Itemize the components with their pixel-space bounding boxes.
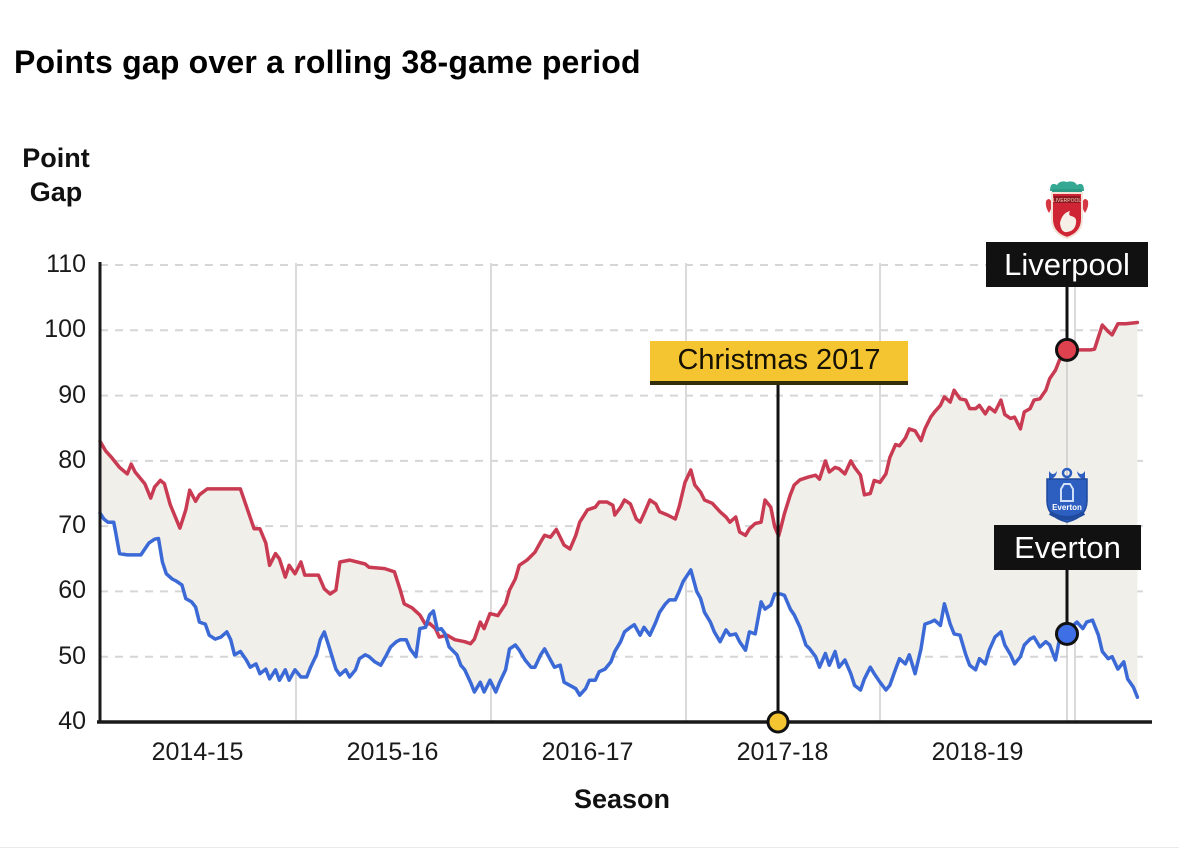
x-tick-label: 2017-18 bbox=[736, 738, 829, 766]
y-axis-label: Point Gap bbox=[12, 142, 100, 210]
y-tick-label: 80 bbox=[58, 445, 86, 474]
christmas-marker-dot bbox=[766, 710, 790, 734]
y-tick-label: 70 bbox=[58, 511, 86, 540]
x-tick-label: 2015-16 bbox=[346, 738, 439, 766]
x-tick-label: 2014-15 bbox=[151, 738, 244, 766]
liverpool-marker-dot bbox=[1055, 337, 1080, 362]
svg-text:LIVERPOOL: LIVERPOOL bbox=[1053, 198, 1082, 204]
y-axis-label-line1: Point bbox=[22, 143, 90, 173]
liverpool-line bbox=[98, 320, 1140, 646]
y-tick-label: 60 bbox=[58, 576, 86, 605]
x-tick-label: 2016-17 bbox=[541, 738, 634, 766]
bottom-divider bbox=[0, 847, 1179, 848]
everton-crest-icon: Everton bbox=[1046, 467, 1088, 523]
x-tick-label: 2018-19 bbox=[931, 738, 1024, 766]
liverpool-annotation: Liverpool bbox=[986, 242, 1148, 287]
y-tick-label: 90 bbox=[58, 380, 86, 409]
y-tick-label: 100 bbox=[44, 315, 86, 344]
y-tick-label: 40 bbox=[58, 707, 86, 735]
page-title: Points gap over a rolling 38-game period bbox=[14, 44, 641, 80]
everton-annotation: Everton bbox=[994, 525, 1141, 570]
y-axis-label-line2: Gap bbox=[29, 176, 83, 207]
svg-text:Everton: Everton bbox=[1052, 503, 1082, 512]
christmas-2017-annotation: Christmas 2017 bbox=[650, 341, 908, 385]
everton-line bbox=[98, 511, 1140, 699]
x-axis-label: Season bbox=[573, 784, 671, 814]
liverpool-crest-icon: LIVERPOOL bbox=[1045, 181, 1089, 240]
y-tick-label: 110 bbox=[46, 250, 86, 278]
y-tick-label: 50 bbox=[58, 641, 86, 670]
everton-marker-dot bbox=[1055, 621, 1080, 646]
